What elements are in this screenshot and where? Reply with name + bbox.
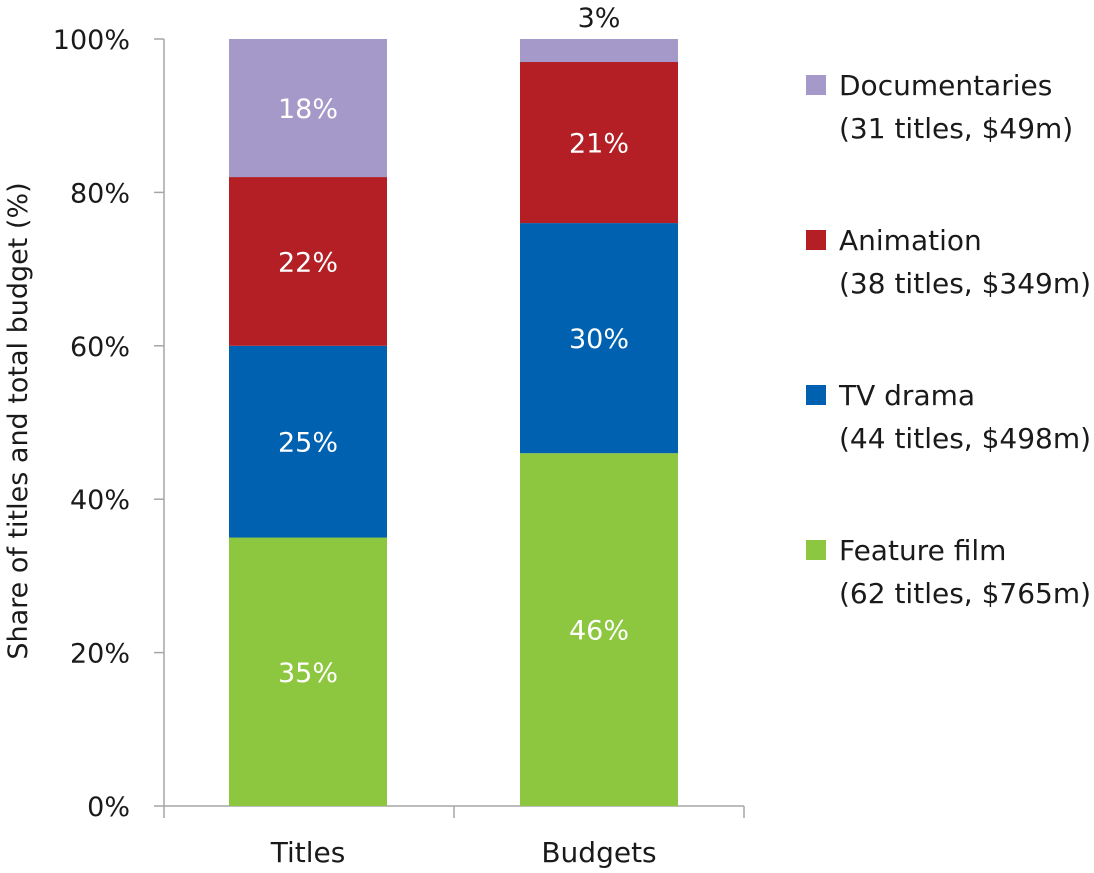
legend-label: Documentaries <box>839 69 1052 102</box>
y-axis: 0% 20% 40% 60% 80% 100% <box>53 25 165 823</box>
y-tick-label: 20% <box>70 639 130 670</box>
bar-segment <box>229 345 387 538</box>
data-label: 30% <box>569 324 629 355</box>
legend-swatch <box>806 540 826 560</box>
bar-segment <box>229 177 387 346</box>
bar-segment <box>520 223 678 454</box>
legend-swatch <box>806 75 826 95</box>
bar-segment <box>520 453 678 806</box>
y-axis-title: Share of titles and total budget (%) <box>3 182 34 659</box>
legend-label: Feature film <box>839 534 1006 567</box>
y-tick-label: 0% <box>87 792 130 823</box>
x-category-label: Budgets <box>541 836 656 869</box>
data-label: 21% <box>569 129 629 160</box>
legend-label: TV drama <box>838 379 975 412</box>
x-axis: Titles Budgets <box>163 805 745 869</box>
data-label: 35% <box>278 658 338 689</box>
legend-detail: (44 titles, $498m) <box>839 422 1091 455</box>
legend-detail: (31 titles, $49m) <box>839 112 1073 145</box>
bar-segment <box>520 39 678 63</box>
bar-segment <box>520 62 678 224</box>
data-label: 25% <box>278 428 338 459</box>
legend-detail: (62 titles, $765m) <box>839 577 1091 610</box>
bars <box>229 39 678 806</box>
bar-segment <box>229 39 387 178</box>
x-category-label: Titles <box>270 836 346 869</box>
legend-swatch <box>806 385 826 405</box>
data-label: 22% <box>278 247 338 278</box>
legend-detail: (38 titles, $349m) <box>839 267 1091 300</box>
bar-segment <box>229 537 387 806</box>
segment-labels: 35% 25% 22% 18% 46% 30% 21% 3% <box>278 3 629 689</box>
y-tick-label: 80% <box>70 178 130 209</box>
data-label: 3% <box>578 3 621 34</box>
y-tick-label: 100% <box>53 25 130 56</box>
data-label: 18% <box>278 94 338 125</box>
legend: Documentaries (31 titles, $49m) Animation (… <box>806 69 1091 610</box>
y-tick-label: 40% <box>70 485 130 516</box>
y-tick-label: 60% <box>70 332 130 363</box>
legend-label: Animation <box>839 224 982 257</box>
data-label: 46% <box>569 616 629 647</box>
legend-swatch <box>806 230 826 250</box>
